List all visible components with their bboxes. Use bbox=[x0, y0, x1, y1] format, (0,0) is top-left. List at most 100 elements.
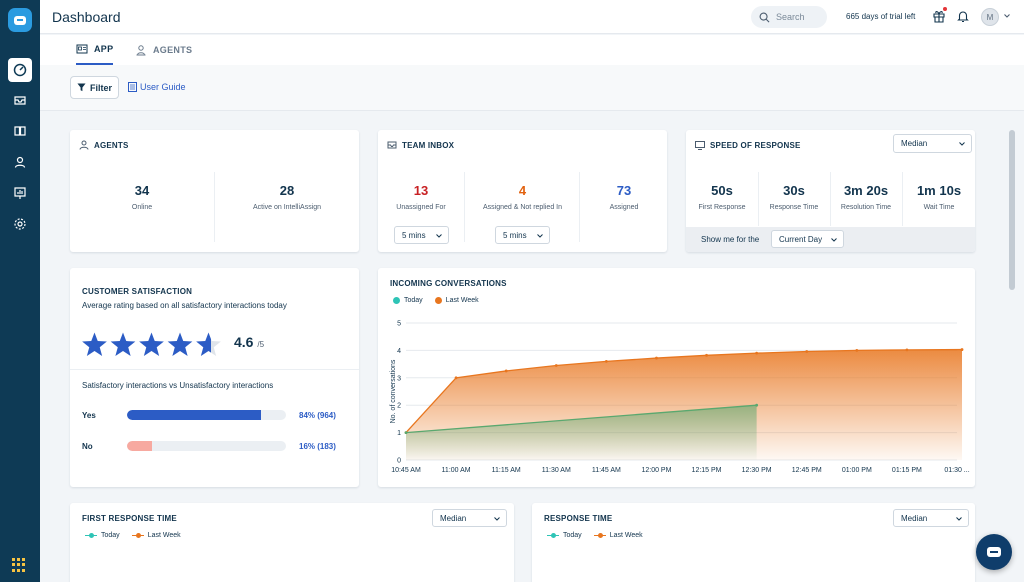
today-series-point bbox=[755, 403, 759, 407]
legend-last-week[interactable]: Last Week bbox=[593, 532, 643, 539]
resolution-time-stat: 3m 20s Resolution Time bbox=[832, 183, 900, 211]
divider bbox=[464, 172, 465, 242]
no-label: No bbox=[82, 442, 93, 451]
divider bbox=[579, 172, 580, 242]
last-week-series-point bbox=[855, 349, 859, 352]
speed-of-response-card: SPEED OF RESPONSE Median 50s First Respo… bbox=[686, 130, 975, 252]
agents-card-header: AGENTS bbox=[79, 140, 129, 150]
apps-grid-icon[interactable] bbox=[12, 558, 26, 572]
x-tick-label: 11:00 AM bbox=[442, 467, 471, 474]
star-rating bbox=[82, 332, 221, 357]
book-nav-icon[interactable] bbox=[8, 119, 32, 143]
filter-button[interactable]: Filter bbox=[70, 76, 119, 99]
legend-today[interactable]: Today bbox=[547, 532, 582, 539]
legend-today[interactable]: Today bbox=[393, 297, 423, 304]
stat-label: First Response bbox=[698, 204, 746, 211]
speed-metric-select[interactable]: Median bbox=[893, 134, 972, 153]
x-tick-label: 11:30 AM bbox=[542, 467, 571, 474]
star-icon bbox=[110, 332, 136, 357]
reports-nav-icon[interactable] bbox=[8, 181, 32, 205]
unassigned-duration-select[interactable]: 5 mins bbox=[394, 226, 449, 244]
stat-value: 30s bbox=[783, 183, 805, 198]
tab-agents-label: AGENTS bbox=[153, 45, 193, 55]
not-replied-stat: 4 Assigned & Not replied In bbox=[472, 183, 573, 211]
app-icon bbox=[76, 44, 88, 54]
last-week-series-point bbox=[705, 353, 708, 357]
stat-label: Assigned bbox=[609, 204, 639, 211]
stat-value: 4 bbox=[518, 183, 527, 198]
search-input[interactable]: Search bbox=[751, 6, 827, 28]
settings-nav-icon[interactable] bbox=[8, 212, 32, 236]
filter-bar: Filter User Guide bbox=[40, 65, 1024, 111]
period-select[interactable]: Current Day bbox=[771, 230, 844, 248]
agents-active-stat: 28 Active on IntelliAssign bbox=[230, 183, 344, 211]
side-rail bbox=[0, 0, 40, 582]
today-series-line bbox=[405, 404, 757, 434]
star-icon bbox=[196, 332, 221, 357]
legend-last-week[interactable]: Last Week bbox=[434, 297, 479, 304]
y-tick-label: 4 bbox=[397, 348, 401, 355]
stat-label: Online bbox=[131, 204, 153, 211]
chart-legend: Today Last Week bbox=[393, 297, 479, 304]
chevron-down-icon bbox=[956, 517, 962, 521]
stat-value: 50s bbox=[711, 183, 733, 198]
legend-today[interactable]: Today bbox=[85, 532, 120, 539]
first-response-time-title: FIRST RESPONSE TIME bbox=[82, 514, 177, 523]
x-tick-label: 10:45 AM bbox=[391, 467, 421, 474]
select-value: Median bbox=[901, 513, 928, 523]
response-time-card: RESPONSE TIME Median Today Last Week bbox=[532, 503, 975, 582]
app-logo-icon[interactable] bbox=[8, 8, 32, 32]
chevron-down-icon bbox=[959, 142, 965, 146]
tab-bar: APP AGENTS bbox=[40, 35, 1024, 65]
star-icon bbox=[167, 332, 193, 357]
user-avatar[interactable]: M bbox=[981, 8, 999, 26]
x-tick-label: 12:00 PM bbox=[641, 467, 671, 474]
tab-app-label: APP bbox=[94, 44, 114, 54]
dashboard-nav-icon[interactable] bbox=[8, 58, 32, 82]
no-value: 16% (183) bbox=[299, 442, 336, 451]
last-week-series-point bbox=[805, 350, 809, 353]
user-guide-link[interactable]: User Guide bbox=[128, 82, 186, 92]
chart-legend: Today Last Week bbox=[85, 532, 181, 539]
inbox-nav-icon[interactable] bbox=[8, 88, 32, 112]
contacts-nav-icon[interactable] bbox=[8, 150, 32, 174]
stat-value: 3m 20s bbox=[843, 183, 889, 198]
last-week-series-point bbox=[905, 348, 909, 352]
legend-last-week[interactable]: Last Week bbox=[131, 532, 181, 539]
response-metric-select[interactable]: Median bbox=[893, 509, 969, 527]
x-tick-label: 01:00 PM bbox=[842, 467, 872, 474]
guide-book-icon bbox=[128, 82, 137, 92]
x-tick-label: 01:30 ... bbox=[944, 467, 969, 474]
first-response-metric-select[interactable]: Median bbox=[432, 509, 507, 527]
divider bbox=[830, 172, 831, 226]
notifications-bell-icon[interactable] bbox=[956, 9, 970, 23]
chat-icon bbox=[987, 547, 1001, 557]
stat-value: 13 bbox=[413, 183, 429, 198]
tab-app[interactable]: APP bbox=[76, 35, 114, 65]
csat-title: CUSTOMER SATISFACTION bbox=[82, 287, 193, 296]
divider bbox=[214, 172, 215, 242]
tab-agents[interactable]: AGENTS bbox=[135, 35, 192, 65]
page-title: Dashboard bbox=[52, 9, 121, 25]
unassigned-stat: 13 Unassigned For bbox=[388, 183, 454, 211]
chevron-down-icon[interactable] bbox=[1003, 12, 1011, 20]
assigned-stat: 73 Assigned bbox=[586, 183, 662, 211]
agents-online-stat: 34 Online bbox=[88, 183, 196, 211]
average-rating: 4.6 /5 bbox=[234, 334, 264, 350]
select-value: Current Day bbox=[779, 234, 823, 244]
yes-progress-track bbox=[127, 410, 286, 420]
stat-label: Wait Time bbox=[923, 204, 955, 211]
chat-widget-button[interactable] bbox=[976, 534, 1012, 570]
y-tick-label: 5 bbox=[397, 321, 401, 328]
x-tick-label: 11:45 AM bbox=[592, 467, 621, 474]
not-replied-duration-select[interactable]: 5 mins bbox=[495, 226, 550, 244]
no-progress-fill bbox=[127, 441, 153, 451]
gift-icon[interactable] bbox=[932, 7, 947, 23]
chevron-down-icon bbox=[436, 234, 442, 238]
rating-value: 4.6 bbox=[234, 334, 254, 350]
top-bar: Dashboard Search 665 days of trial left … bbox=[40, 0, 1024, 34]
scrollbar-thumb[interactable] bbox=[1009, 130, 1015, 290]
chevron-down-icon bbox=[831, 238, 837, 242]
chevron-down-icon bbox=[494, 517, 500, 521]
stat-value: 28 bbox=[279, 183, 295, 198]
